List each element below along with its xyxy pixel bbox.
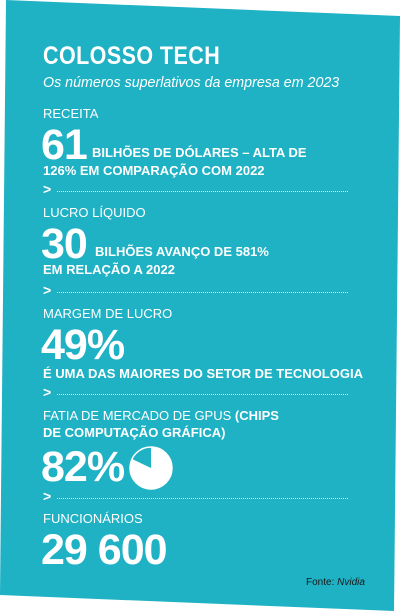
chevron-right-icon: >	[43, 488, 52, 504]
chevron-right-icon: >	[43, 384, 52, 400]
stat-value-employees: 29 600	[41, 526, 168, 574]
stat-value-revenue: 61	[41, 121, 88, 169]
chevron-right-icon: >	[43, 181, 52, 197]
infographic-subtitle: Os números superlativos da empresa em 20…	[43, 74, 340, 91]
stat-label-market-share-part1: FATIA DE MERCADO DE GPUS	[43, 408, 235, 423]
separator: >	[43, 181, 348, 197]
pie-slice	[130, 447, 172, 489]
separator: >	[43, 282, 348, 298]
stat-desc-net-income-line2: EM RELAÇÃO A 2022	[43, 262, 175, 277]
stat-label-market-share-part2: (CHIPS	[234, 408, 279, 423]
stat-label-profit-margin: MARGEM DE LUCRO	[43, 306, 173, 321]
stat-label-market-share: FATIA DE MERCADO DE GPUS (CHIPS	[43, 408, 279, 423]
stat-desc-net-income-line1: BILHÕES AVANÇO DE 581%	[95, 244, 269, 259]
chevron-right-icon: >	[43, 282, 52, 298]
source-prefix: Fonte:	[306, 577, 338, 588]
infographic-title: COLOSSO TECH	[43, 42, 221, 70]
stat-label-net-income: LUCRO LÍQUIDO	[43, 205, 146, 220]
stat-label-employees: FUNCIONÁRIOS	[43, 511, 143, 526]
stat-desc-profit-margin: É UMA DAS MAIORES DO SETOR DE TECNOLOGIA	[43, 366, 363, 381]
dotted-divider	[57, 292, 348, 293]
market-share-pie	[129, 446, 173, 490]
stat-desc-revenue-line1: BILHÕES DE DÓLARES – ALTA DE	[92, 145, 307, 160]
separator: >	[43, 384, 348, 400]
stat-value-net-income: 30	[41, 220, 88, 268]
dotted-divider	[57, 394, 348, 395]
source-credit: Fonte: Nvidia	[306, 577, 365, 588]
stat-value-market-share: 82%	[41, 443, 125, 491]
stat-label-revenue: RECEITA	[43, 106, 99, 121]
dotted-divider	[57, 498, 348, 499]
dotted-divider	[57, 191, 348, 192]
stat-label-market-share-line2: DE COMPUTAÇÃO GRÁFICA)	[43, 425, 226, 440]
separator: >	[43, 488, 348, 504]
stat-desc-revenue-line2: 126% EM COMPARAÇÃO COM 2022	[43, 163, 265, 178]
source-name: Nvidia	[337, 577, 365, 588]
stat-value-profit-margin: 49%	[41, 321, 125, 369]
